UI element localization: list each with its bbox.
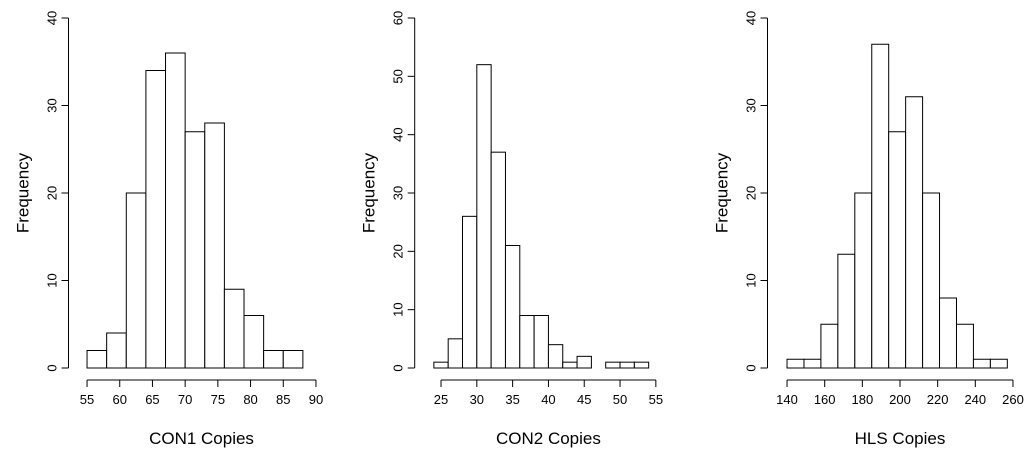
bar — [922, 192, 941, 369]
x-tick-label: 85 — [276, 392, 290, 407]
y-tick-label: 40 — [744, 11, 759, 25]
x-tick-label: 180 — [851, 392, 873, 407]
bar — [633, 361, 650, 369]
bar — [972, 358, 991, 369]
bar — [519, 315, 535, 369]
bar — [905, 96, 924, 369]
x-axis-label: HLS Copies — [855, 429, 946, 448]
bar — [165, 52, 186, 369]
y-tick-label: 0 — [45, 364, 60, 371]
bar — [504, 245, 521, 369]
bar — [939, 297, 957, 369]
bar — [871, 43, 890, 369]
x-tick-label: 75 — [211, 392, 225, 407]
x-tick-label: 240 — [964, 392, 986, 407]
bar — [490, 151, 506, 369]
x-tick-label: 260 — [1002, 392, 1024, 407]
bar — [263, 350, 284, 369]
x-tick-label: 50 — [613, 392, 627, 407]
x-tick-label: 55 — [649, 392, 663, 407]
bar — [184, 131, 206, 369]
x-tick-label: 30 — [470, 392, 484, 407]
x-tick-label: 70 — [178, 392, 192, 407]
bar — [605, 361, 621, 369]
bar — [204, 122, 225, 369]
x-axis-label: CON1 Copies — [149, 429, 254, 448]
x-tick-label: 40 — [541, 392, 555, 407]
y-tick-label: 10 — [45, 273, 60, 287]
bar — [576, 355, 592, 369]
y-tick-label: 10 — [391, 302, 406, 316]
x-axis-label: CON2 Copies — [496, 429, 601, 448]
x-tick-label: 65 — [145, 392, 159, 407]
bar — [447, 338, 464, 369]
bar — [533, 315, 549, 369]
bar — [955, 323, 974, 369]
y-axis-label: Frequency — [14, 152, 33, 233]
x-tick-label: 90 — [309, 392, 323, 407]
bar — [820, 323, 839, 369]
bar — [433, 361, 449, 369]
bar — [989, 358, 1008, 369]
bar — [888, 131, 907, 369]
bar — [854, 192, 873, 369]
y-tick-label: 20 — [744, 186, 759, 200]
bar — [145, 70, 167, 369]
bar — [803, 358, 822, 369]
bar — [462, 215, 478, 369]
y-tick-label: 0 — [391, 364, 406, 371]
y-tick-label: 40 — [45, 11, 60, 25]
y-tick-label: 30 — [391, 186, 406, 200]
y-tick-label: 50 — [391, 69, 406, 83]
x-tick-label: 160 — [814, 392, 836, 407]
x-tick-label: 80 — [243, 392, 257, 407]
y-tick-label: 10 — [744, 273, 759, 287]
bar — [562, 361, 578, 369]
bar — [243, 315, 265, 369]
bar — [125, 192, 147, 369]
bar — [282, 350, 304, 369]
bar — [837, 253, 856, 369]
bar — [476, 64, 492, 369]
y-tick-label: 20 — [45, 186, 60, 200]
y-tick-label: 40 — [391, 127, 406, 141]
y-tick-label: 20 — [391, 244, 406, 258]
x-tick-label: 200 — [889, 392, 911, 407]
x-tick-label: 60 — [113, 392, 127, 407]
x-tick-label: 25 — [434, 392, 448, 407]
y-tick-label: 30 — [45, 98, 60, 112]
x-tick-label: 140 — [776, 392, 798, 407]
bar — [86, 350, 108, 369]
y-axis-label: Frequency — [713, 152, 732, 233]
bar — [106, 332, 127, 369]
y-tick-label: 0 — [744, 364, 759, 371]
y-tick-label: 60 — [391, 11, 406, 25]
bar — [547, 344, 564, 369]
x-tick-label: 55 — [80, 392, 94, 407]
y-tick-label: 30 — [744, 98, 759, 112]
bar — [786, 358, 805, 369]
x-tick-label: 35 — [505, 392, 519, 407]
y-axis-label: Frequency — [360, 152, 379, 233]
x-tick-label: 220 — [927, 392, 949, 407]
x-tick-label: 45 — [577, 392, 591, 407]
bar — [619, 361, 635, 369]
bar — [223, 288, 245, 369]
